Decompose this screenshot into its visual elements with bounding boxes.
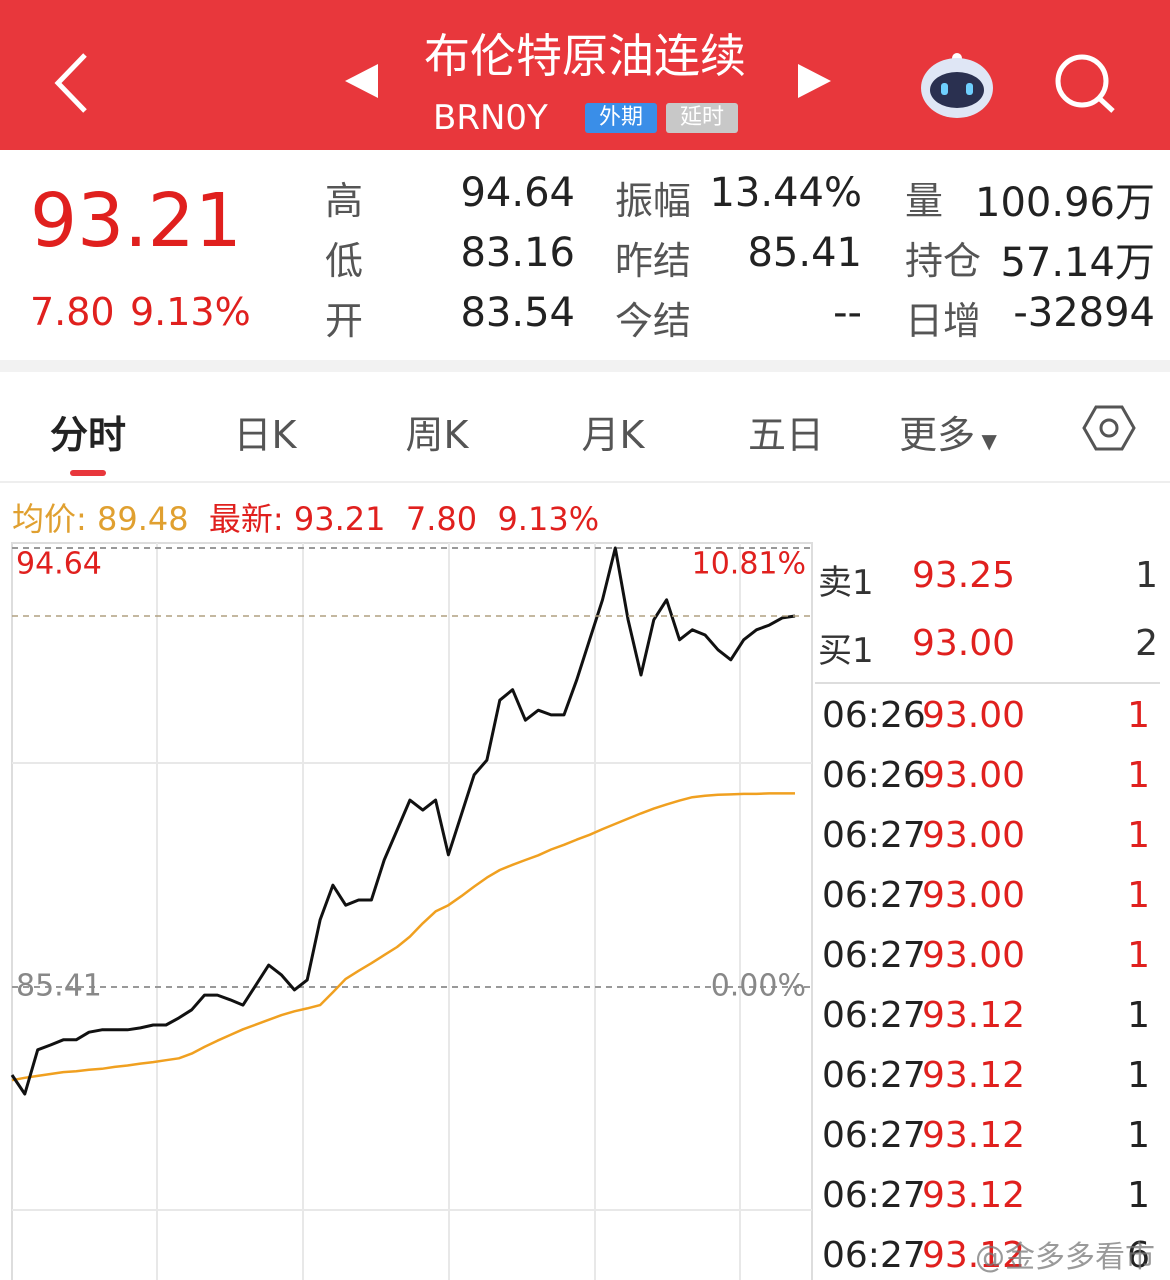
- prev-button[interactable]: [345, 64, 378, 98]
- stat-label: 量: [905, 179, 944, 223]
- trade-volume: 1: [1127, 1055, 1150, 1096]
- trade-price: 93.12: [922, 995, 1026, 1036]
- search-button[interactable]: [1055, 54, 1115, 113]
- legend-value: 7.80: [405, 500, 478, 538]
- chart-legend: 均价: 89.48 最新: 93.21 7.80 9.13%: [12, 494, 599, 540]
- stat-value: 83.54: [460, 290, 575, 336]
- trade-price: 93.12: [922, 1055, 1026, 1096]
- stat-label: 低: [325, 239, 364, 283]
- stat-value: 57.14万: [1000, 240, 1155, 286]
- trade-volume: 1: [1127, 875, 1150, 916]
- trade-volume: 1: [1127, 935, 1150, 976]
- y2-tick-label: 10.81%: [692, 547, 806, 582]
- trade-price: 93.12: [922, 1115, 1026, 1156]
- tab[interactable]: 日K: [233, 413, 297, 457]
- book-price: 93.25: [912, 555, 1016, 596]
- legend-value: 89.48: [96, 500, 189, 538]
- line: [11, 792, 795, 1082]
- trade-time: 06:27: [822, 875, 926, 916]
- trade-volume: 1: [1127, 1175, 1150, 1216]
- tab[interactable]: 五日: [747, 413, 825, 457]
- legend-value: 9.13%: [497, 500, 600, 538]
- change: 7.80: [30, 290, 115, 334]
- trade-time: 06:27: [822, 1115, 926, 1156]
- header-icons: [54, 53, 1115, 118]
- tab[interactable]: 周K: [405, 413, 469, 457]
- tab[interactable]: 分时: [49, 413, 127, 457]
- stat-value: -32894: [1013, 290, 1155, 336]
- y2-tick-label: 0.00%: [711, 969, 806, 1004]
- tab[interactable]: 更多 ▼: [899, 413, 997, 457]
- book-price: 93.00: [912, 623, 1016, 664]
- stat-label: 持仓: [905, 239, 982, 283]
- trade-time: 06:27: [822, 1175, 926, 1216]
- stat-label: 昨结: [615, 239, 692, 283]
- y-tick-label: 85.41: [16, 969, 102, 1004]
- code: BRN0Y: [433, 98, 548, 138]
- stat-label: 振幅: [615, 179, 692, 223]
- assistant-icon[interactable]: [921, 53, 993, 118]
- trade-volume: 1: [1127, 815, 1150, 856]
- divider: [815, 682, 1160, 684]
- divider: [0, 481, 1170, 483]
- tab-indicator: [70, 470, 106, 476]
- settings-button[interactable]: [1082, 404, 1136, 452]
- trade-price: 93.00: [922, 815, 1026, 856]
- trade-volume: 1: [1127, 1115, 1150, 1156]
- book-volume: 2: [1135, 623, 1158, 664]
- stat-value: --: [833, 290, 862, 336]
- title: 布伦特原油连续: [424, 29, 746, 83]
- legend-label: 均价:: [12, 500, 87, 538]
- grid: [12, 543, 812, 1280]
- tab[interactable]: 月K: [581, 413, 645, 457]
- trade-volume: 1: [1127, 755, 1150, 796]
- stat-value: 83.16: [460, 230, 575, 276]
- trade-price: 93.00: [922, 695, 1026, 736]
- trade-price: 93.00: [922, 935, 1026, 976]
- stat-value: 85.41: [747, 230, 862, 276]
- book-volume: 1: [1135, 555, 1158, 596]
- stat-value: 94.64: [460, 170, 575, 216]
- line: [10, 546, 796, 1096]
- trade-time: 06:27: [822, 815, 926, 856]
- trade-price: 93.12: [922, 1235, 1026, 1276]
- y-tick-label: 94.64: [16, 547, 102, 582]
- book-label: 卖1: [818, 563, 874, 603]
- stat-label: 日增: [905, 299, 982, 343]
- trade-volume: 6: [1127, 1235, 1150, 1276]
- stat-label: 开: [325, 299, 364, 343]
- stat-label: 高: [325, 179, 364, 223]
- trade-volume: 1: [1127, 695, 1150, 736]
- book-label: 买1: [818, 631, 874, 671]
- price: 93.21: [30, 178, 242, 264]
- trade-price: 93.00: [922, 875, 1026, 916]
- watermark: @金多多看市: [975, 1240, 1155, 1275]
- divider: [0, 360, 1170, 372]
- trade-time: 06:27: [822, 1055, 926, 1096]
- chart: 94.64 85.41 10.81% 0.00%: [10, 542, 813, 1280]
- tag: 延时: [666, 103, 738, 133]
- header: 布伦特原油连续 BRN0Y 外期 延时: [0, 0, 1170, 150]
- trade-time: 06:27: [822, 1235, 926, 1276]
- trade-time: 06:27: [822, 995, 926, 1036]
- tag: 外期: [585, 103, 657, 133]
- trade-volume: 1: [1127, 995, 1150, 1036]
- stat-value: 100.96万: [975, 180, 1155, 226]
- stat-value: 13.44%: [709, 170, 862, 216]
- trade-time: 06:26: [822, 695, 926, 736]
- back-button[interactable]: [54, 53, 87, 113]
- trade-time: 06:26: [822, 755, 926, 796]
- trade-price: 93.12: [922, 1175, 1026, 1216]
- plot-frame: [11, 542, 813, 1280]
- change-pct: 9.13%: [130, 290, 251, 334]
- next-button[interactable]: [798, 64, 831, 98]
- trade-price: 93.00: [922, 755, 1026, 796]
- trade-time: 06:27: [822, 935, 926, 976]
- legend-label: 最新:: [208, 500, 284, 538]
- legend-value: 93.21: [293, 500, 386, 538]
- stat-label: 今结: [615, 299, 692, 343]
